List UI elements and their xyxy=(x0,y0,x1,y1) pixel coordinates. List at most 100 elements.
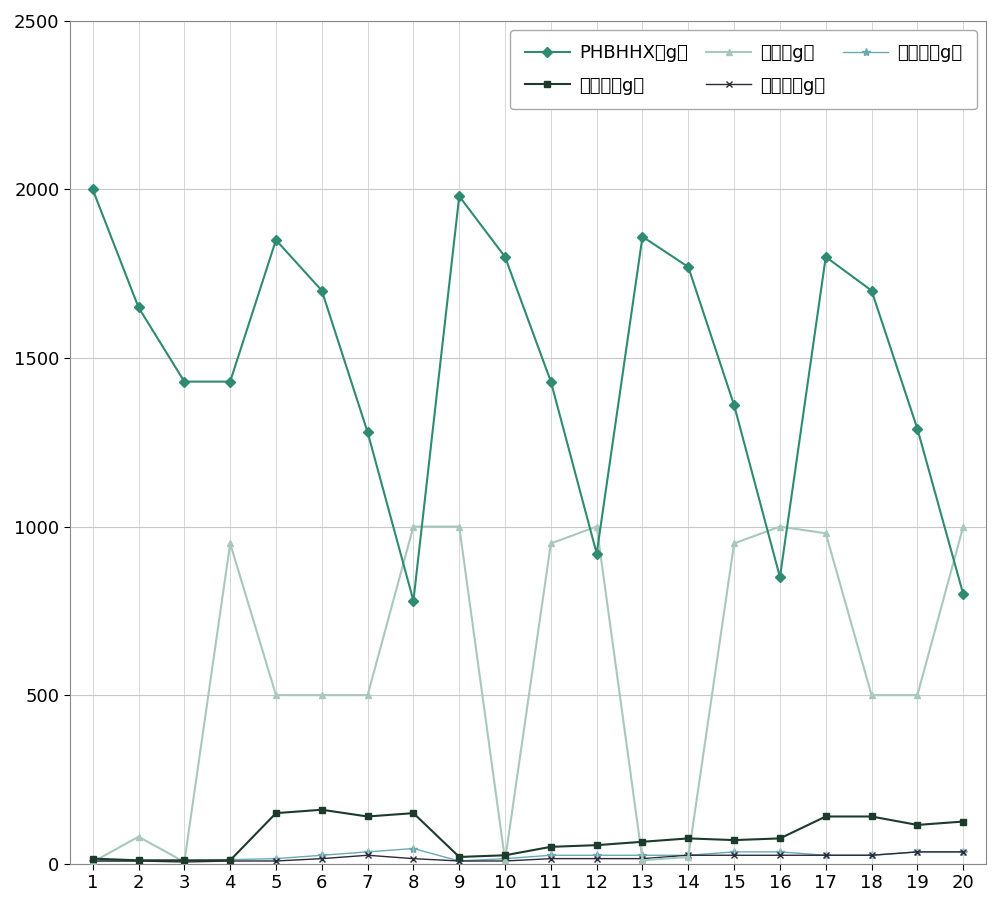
PHBHHX（g） xyxy=(178,376,190,387)
PHBHHX（g） xyxy=(133,302,145,313)
淠粉（g） xyxy=(774,521,786,532)
淠粉（g） xyxy=(362,689,374,700)
葡萄糖（g） xyxy=(820,811,832,822)
偶联剂（g） xyxy=(316,853,328,864)
葡萄糖（g） xyxy=(957,816,969,827)
PHBHHX（g） xyxy=(87,184,99,195)
润滑剂（g） xyxy=(453,855,465,866)
偶联剂（g） xyxy=(362,850,374,861)
PHBHHX（g） xyxy=(682,262,694,273)
润滑剂（g） xyxy=(728,846,740,857)
淠粉（g） xyxy=(682,852,694,863)
偶联剂（g） xyxy=(178,856,190,867)
PHBHHX（g） xyxy=(820,252,832,263)
偶联剂（g） xyxy=(591,853,603,864)
润滑剂（g） xyxy=(316,850,328,861)
偶联剂（g） xyxy=(911,846,923,857)
润滑剂（g） xyxy=(820,850,832,861)
葡萄糖（g） xyxy=(407,807,419,818)
葡萄糖（g） xyxy=(87,853,99,864)
润滑剂（g） xyxy=(499,853,511,864)
葡萄糖（g） xyxy=(774,833,786,843)
PHBHHX（g） xyxy=(591,548,603,559)
偶联剂（g） xyxy=(774,850,786,861)
淠粉（g） xyxy=(591,521,603,532)
偶联剂（g） xyxy=(87,855,99,866)
偶联剂（g） xyxy=(728,850,740,861)
淠粉（g） xyxy=(133,832,145,843)
PHBHHX（g） xyxy=(407,595,419,606)
葡萄糖（g） xyxy=(636,836,648,847)
PHBHHX（g） xyxy=(270,235,282,246)
偶联剂（g） xyxy=(820,850,832,861)
Legend: PHBHHX（g）, 葡萄糖（g）, 淠粉（g）, 偶联剂（g）, 润滑剂（g）: PHBHHX（g）, 葡萄糖（g）, 淠粉（g）, 偶联剂（g）, 润滑剂（g） xyxy=(510,30,977,110)
PHBHHX（g） xyxy=(636,231,648,242)
PHBHHX（g） xyxy=(499,252,511,263)
PHBHHX（g） xyxy=(453,191,465,202)
淠粉（g） xyxy=(453,521,465,532)
润滑剂（g） xyxy=(133,855,145,866)
PHBHHX（g） xyxy=(911,423,923,434)
葡萄糖（g） xyxy=(545,842,557,853)
葡萄糖（g） xyxy=(270,807,282,818)
淠粉（g） xyxy=(178,856,190,867)
PHBHHX（g） xyxy=(728,400,740,410)
偶联剂（g） xyxy=(224,855,236,866)
葡萄糖（g） xyxy=(133,855,145,866)
偶联剂（g） xyxy=(453,855,465,866)
润滑剂（g） xyxy=(270,853,282,864)
偶联剂（g） xyxy=(270,855,282,866)
润滑剂（g） xyxy=(224,854,236,865)
润滑剂（g） xyxy=(911,846,923,857)
葡萄糖（g） xyxy=(499,850,511,861)
葡萄糖（g） xyxy=(316,805,328,815)
PHBHHX（g） xyxy=(224,376,236,387)
润滑剂（g） xyxy=(957,846,969,857)
润滑剂（g） xyxy=(774,846,786,857)
润滑剂（g） xyxy=(362,846,374,857)
Line: 润滑剂（g）: 润滑剂（g） xyxy=(89,844,967,865)
润滑剂（g） xyxy=(407,843,419,854)
PHBHHX（g） xyxy=(545,376,557,387)
偶联剂（g） xyxy=(866,850,878,861)
偶联剂（g） xyxy=(957,846,969,857)
润滑剂（g） xyxy=(178,855,190,866)
偶联剂（g） xyxy=(545,853,557,864)
PHBHHX（g） xyxy=(316,285,328,296)
润滑剂（g） xyxy=(545,850,557,861)
淠粉（g） xyxy=(87,856,99,867)
淠粉（g） xyxy=(407,521,419,532)
淠粉（g） xyxy=(911,689,923,700)
葡萄糖（g） xyxy=(591,840,603,851)
润滑剂（g） xyxy=(591,850,603,861)
PHBHHX（g） xyxy=(957,589,969,600)
偶联剂（g） xyxy=(636,853,648,864)
PHBHHX（g） xyxy=(866,285,878,296)
淠粉（g） xyxy=(499,855,511,866)
葡萄糖（g） xyxy=(866,811,878,822)
偶联剂（g） xyxy=(133,855,145,866)
葡萄糖（g） xyxy=(362,811,374,822)
淠粉（g） xyxy=(545,538,557,549)
润滑剂（g） xyxy=(87,855,99,866)
葡萄糖（g） xyxy=(453,852,465,863)
淠粉（g） xyxy=(224,538,236,549)
PHBHHX（g） xyxy=(362,427,374,438)
Line: 偶联剂（g）: 偶联剂（g） xyxy=(89,848,967,865)
淠粉（g） xyxy=(728,538,740,549)
Line: 淠粉（g）: 淠粉（g） xyxy=(89,523,967,865)
淠粉（g） xyxy=(270,689,282,700)
Line: PHBHHX（g）: PHBHHX（g） xyxy=(89,186,967,604)
葡萄糖（g） xyxy=(911,820,923,831)
润滑剂（g） xyxy=(636,850,648,861)
偶联剂（g） xyxy=(499,855,511,866)
Line: 葡萄糖（g）: 葡萄糖（g） xyxy=(89,806,967,863)
润滑剂（g） xyxy=(866,850,878,861)
偶联剂（g） xyxy=(682,850,694,861)
淠粉（g） xyxy=(866,689,878,700)
葡萄糖（g） xyxy=(682,833,694,843)
淠粉（g） xyxy=(957,521,969,532)
葡萄糖（g） xyxy=(728,834,740,845)
淠粉（g） xyxy=(820,528,832,539)
PHBHHX（g） xyxy=(774,572,786,583)
